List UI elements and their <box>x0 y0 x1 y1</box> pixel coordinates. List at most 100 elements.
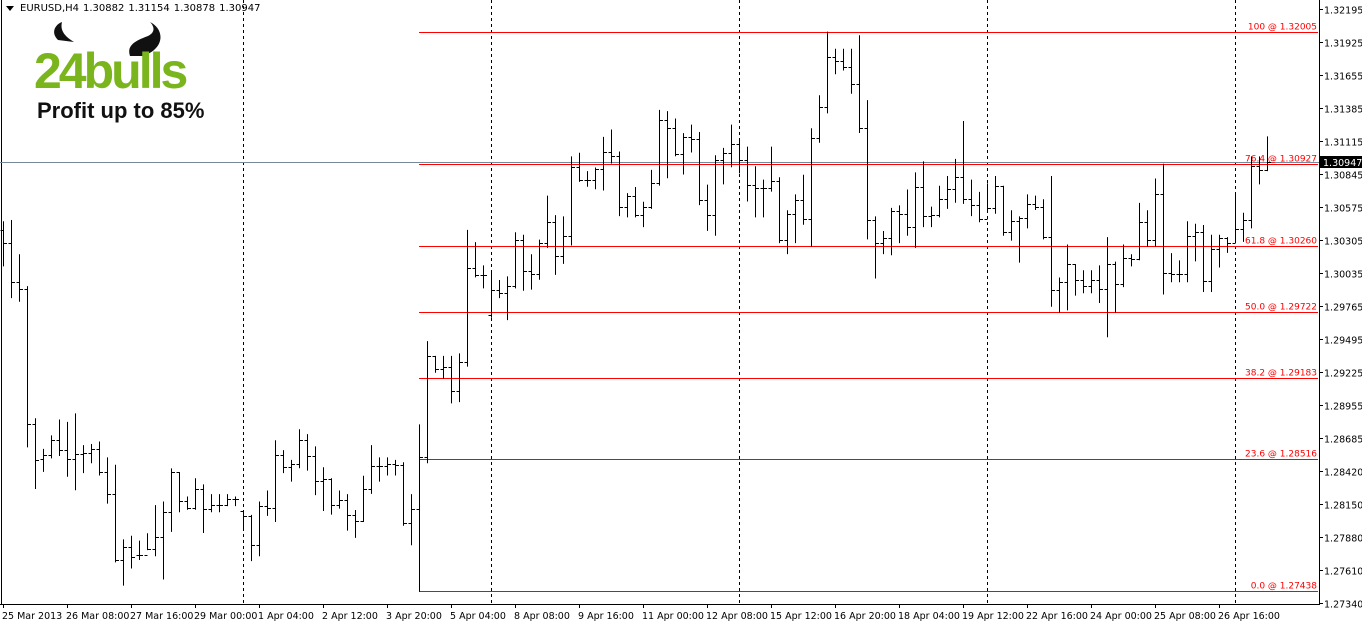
ohlc-bar <box>328 478 335 515</box>
ohlc-bar <box>720 147 727 185</box>
ohlc-bar <box>392 459 399 476</box>
ohlc-bar <box>1120 244 1127 288</box>
ohlc-bar <box>296 429 303 469</box>
ohlc-bar <box>600 136 607 191</box>
ohlc-bar <box>896 205 903 244</box>
ohlc-bar <box>1160 163 1167 295</box>
ohlc-bar <box>496 280 503 299</box>
ohlc-bar <box>504 276 511 321</box>
price-axis-label: 1.27880 <box>1324 534 1362 545</box>
ohlc-bar <box>976 191 983 223</box>
price-axis-label: 1.27340 <box>1324 600 1362 611</box>
price-axis-label: 1.31655 <box>1324 72 1362 83</box>
ohlc-bar <box>1136 202 1143 261</box>
ohlc-bar <box>528 254 535 290</box>
time-axis-label: 29 Mar 00:00 <box>194 611 257 622</box>
ohlc-bar <box>120 539 127 586</box>
price-axis-label: 1.30035 <box>1324 270 1362 281</box>
ohlc-bar <box>840 48 847 71</box>
ohlc-bar <box>1008 210 1015 241</box>
ohlc-bar <box>1072 264 1079 296</box>
ohlc-bar <box>544 195 551 248</box>
time-axis-label: 3 Apr 20:00 <box>386 611 442 622</box>
ohlc-bar <box>1184 221 1191 283</box>
ohlc-bar <box>936 185 943 218</box>
ohlc-bar <box>832 48 839 75</box>
ohlc-bar <box>176 472 183 513</box>
ohlc-bar <box>1048 176 1055 307</box>
ohlc-bar <box>640 201 647 228</box>
ohlc-bar <box>952 158 959 203</box>
ohlc-bar <box>728 124 735 168</box>
ohlc-bar <box>1040 199 1047 240</box>
ohlc-bar <box>1104 237 1111 338</box>
ohlc-bar <box>816 95 823 143</box>
ohlc-bar <box>872 216 879 279</box>
ohlc-bar <box>368 445 375 494</box>
ohlc-bar <box>1200 224 1207 293</box>
ohlc-bar <box>312 446 319 496</box>
time-axis-label: 22 Apr 16:00 <box>1026 611 1088 622</box>
ohlc-bar <box>1256 156 1263 185</box>
ohlc-bar <box>864 100 871 240</box>
ohlc-bar <box>928 206 935 228</box>
ohlc-bar <box>744 146 751 202</box>
symbol-timeframe: EURUSD,H4 <box>20 3 80 14</box>
ohlc-bar <box>944 176 951 209</box>
ohlc-low: 1.30878 <box>173 3 216 14</box>
price-axis-label: 1.28420 <box>1324 468 1362 479</box>
time-axis-label: 1 Apr 04:00 <box>258 611 314 622</box>
ohlc-bar <box>848 48 855 94</box>
fibo-level-label: 50.0 @ 1.29722 <box>1245 303 1317 313</box>
ohlc-bar <box>488 271 495 318</box>
ohlc-bar <box>152 505 159 557</box>
ohlc-bar <box>1248 156 1255 229</box>
ohlc-bar <box>1128 254 1135 267</box>
ohlc-bar <box>320 467 327 512</box>
price-axis-label: 1.31115 <box>1324 138 1362 149</box>
ohlc-bar <box>696 131 703 206</box>
ohlc-bar <box>224 494 231 507</box>
ohlc-bar <box>64 421 71 477</box>
ohlc-bar <box>1064 244 1071 311</box>
ohlc-bar <box>792 194 799 244</box>
ohlc-bar <box>1232 194 1239 244</box>
ohlc-bar <box>72 413 79 491</box>
ohlc-bar <box>408 494 415 546</box>
dropdown-triangle-icon[interactable] <box>6 6 14 11</box>
ohlc-bar <box>416 424 423 592</box>
ohlc-bar <box>200 484 207 534</box>
ohlc-bar <box>880 231 887 255</box>
ohlc-bar <box>680 133 687 175</box>
ohlc-bar <box>96 441 103 476</box>
price-axis-label: 1.31385 <box>1324 105 1362 116</box>
ohlc-bar <box>536 239 543 280</box>
fibo-level-label: 23.6 @ 1.28516 <box>1245 450 1317 460</box>
ohlc-bar <box>448 355 455 404</box>
ohlc-bar <box>336 490 343 509</box>
price-axis-label: 1.28685 <box>1324 435 1362 446</box>
time-axis-label: 16 Apr 20:00 <box>834 611 896 622</box>
time-axis-label: 24 Apr 00:00 <box>1090 611 1152 622</box>
chart-header: EURUSD,H4 1.30882 1.31154 1.30878 1.3094… <box>6 3 260 14</box>
price-axis-label: 1.29495 <box>1324 336 1362 347</box>
ohlc-bar <box>736 140 743 174</box>
ohlc-bar <box>344 494 351 531</box>
ohlc-bar <box>960 120 967 204</box>
ohlc-bar <box>56 419 63 456</box>
ohlc-bar <box>88 443 95 464</box>
price-axis-label: 1.30305 <box>1324 237 1362 248</box>
ohlc-bar <box>360 475 367 523</box>
ohlc-bar <box>464 229 471 367</box>
ohlc-bar <box>304 434 311 471</box>
ohlc-high: 1.31154 <box>128 3 170 14</box>
ohlc-bar <box>984 183 991 220</box>
price-axis-label: 1.31925 <box>1324 39 1362 50</box>
ohlc-bar <box>648 169 655 209</box>
ohlc-bar <box>552 215 559 275</box>
ohlc-bar <box>1144 210 1151 247</box>
price-axis-label: 1.29765 <box>1324 303 1362 314</box>
ohlc-bar <box>1176 260 1183 283</box>
ohlc-bar <box>560 216 567 264</box>
